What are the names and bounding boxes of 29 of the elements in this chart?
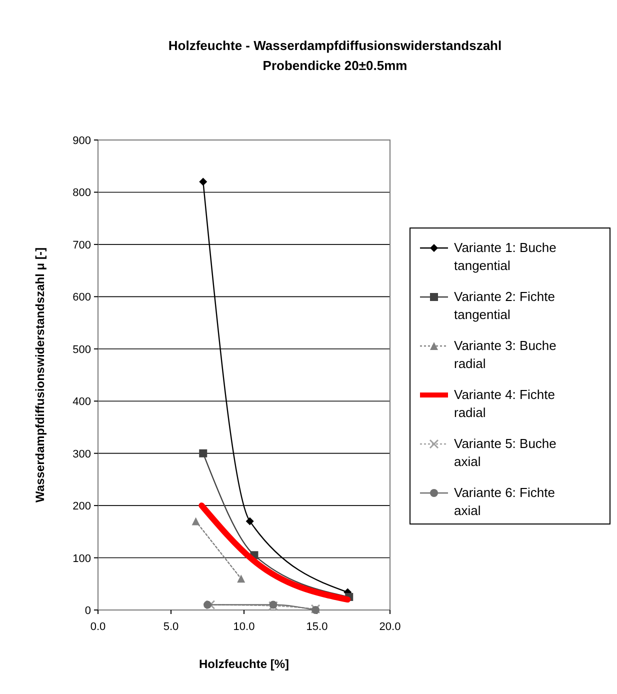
y-tick-label: 300 [72, 448, 91, 460]
x-axis-title: Holzfeuchte [%] [199, 657, 290, 671]
y-axis-title: Wasserdampfdiffusionswiderstandszahl μ [-] [33, 248, 47, 502]
y-tick-label: 100 [72, 552, 91, 565]
y-tick-label: 400 [72, 396, 91, 408]
chart-title: Holzfeuchte - Wasserdampfdiffusionswiderstandszahl Probendicke 20±0.5mm [168, 38, 502, 73]
legend-label: Variante 5: Buche axial [454, 436, 556, 469]
y-tick-label: 900 [72, 135, 91, 147]
x-tick-label: 15.0 [306, 621, 328, 633]
point [246, 517, 254, 526]
point [206, 600, 216, 610]
point [204, 600, 212, 609]
y-tick-label: 600 [72, 292, 91, 304]
legend-label: Variante 3: Buche radial [454, 338, 556, 371]
legend-label: Variante 4: Fichte radial [454, 387, 555, 420]
x-tick-label: 5.0 [163, 621, 179, 633]
legend-label: Variante 2: Fichte tangential [454, 289, 555, 322]
y-tick-label: 800 [72, 187, 91, 200]
legend-label: Variante 6: Fichte axial [454, 485, 555, 518]
x-tick-label: 0.0 [90, 621, 106, 633]
y-tick-label: 0 [84, 605, 91, 617]
y-tick-label: 500 [72, 344, 91, 356]
point [199, 178, 208, 186]
legend-label: Variante 1: Buche tangential [454, 240, 556, 273]
x-tick-label: 10.0 [233, 621, 255, 633]
y-tick-label: 700 [72, 239, 91, 252]
x-tick-label: 20.0 [379, 621, 401, 633]
point [199, 449, 208, 458]
y-tick-label: 200 [72, 500, 91, 513]
